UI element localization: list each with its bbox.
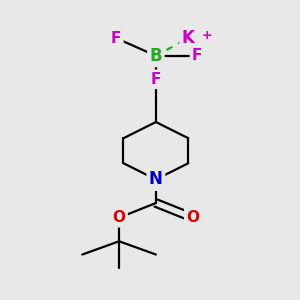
Text: O: O xyxy=(112,210,126,225)
Text: B: B xyxy=(150,47,162,65)
Text: K: K xyxy=(182,29,195,47)
Text: F: F xyxy=(192,48,202,63)
Text: N: N xyxy=(149,170,163,188)
Text: F: F xyxy=(151,72,161,87)
Text: O: O xyxy=(186,210,199,225)
Text: F: F xyxy=(111,31,121,46)
Text: +: + xyxy=(202,29,213,42)
